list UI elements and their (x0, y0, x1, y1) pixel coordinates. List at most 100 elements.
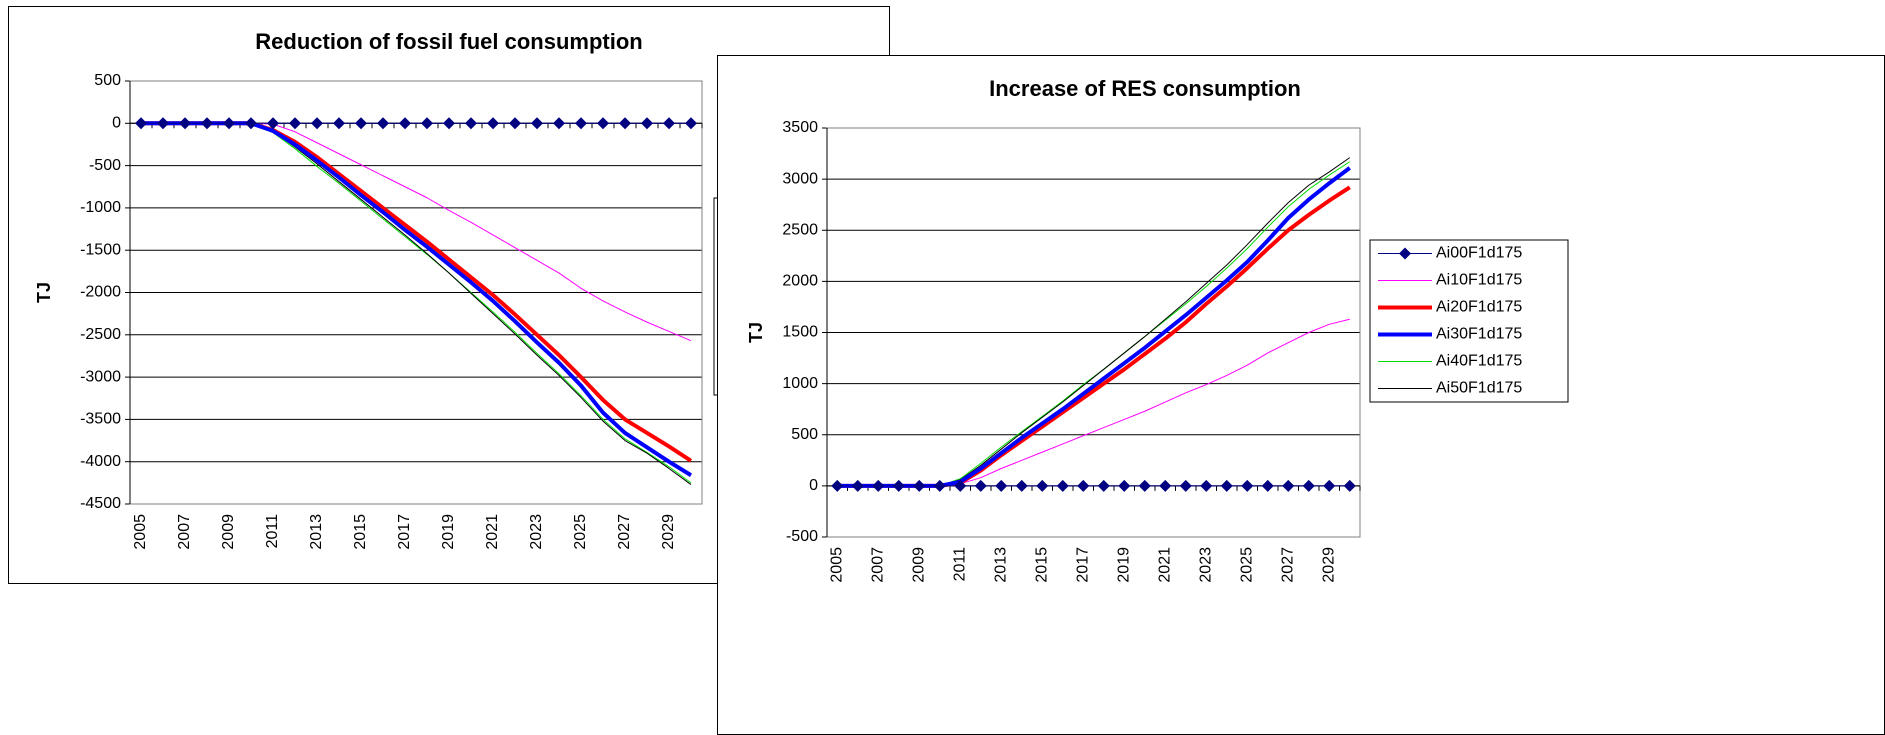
marker (933, 479, 946, 492)
y-tick-label: -2500 (80, 326, 121, 343)
x-tick-label: 2025 (1238, 547, 1255, 583)
marker (1097, 479, 1110, 492)
marker (1343, 479, 1356, 492)
legend-label: Ai00F1d175 (1436, 245, 1522, 262)
y-tick-label: -1500 (80, 241, 121, 258)
marker (377, 117, 389, 130)
x-tick-label: 2023 (1197, 547, 1214, 583)
marker (443, 117, 455, 130)
x-tick-label: 2029 (660, 514, 677, 550)
marker (157, 117, 169, 130)
x-tick-label: 2009 (220, 514, 237, 550)
y-tick-label: -2000 (80, 284, 121, 301)
marker (553, 117, 565, 130)
marker (1220, 479, 1233, 492)
marker (135, 117, 147, 130)
marker (1241, 479, 1254, 492)
x-tick-label: 2013 (308, 514, 325, 550)
marker (954, 479, 967, 492)
legend-label: Ai30F1d175 (1436, 326, 1522, 343)
x-tick-label: 2011 (264, 514, 281, 549)
y-tick-label: -4000 (80, 453, 121, 470)
y-tick-label: -3000 (80, 368, 121, 385)
y-tick-label: 1500 (782, 324, 818, 341)
marker (1036, 479, 1049, 492)
y-tick-label: 500 (791, 426, 818, 443)
marker (333, 117, 345, 130)
y-tick-label: -500 (89, 157, 121, 174)
y-tick-label: 500 (94, 72, 121, 89)
marker (851, 479, 864, 492)
marker (245, 117, 257, 130)
marker (1056, 479, 1069, 492)
legend-label: Ai40F1d175 (1436, 353, 1522, 370)
marker (831, 479, 844, 492)
marker (355, 117, 367, 130)
y-tick-label: -500 (786, 528, 818, 545)
marker (872, 479, 885, 492)
x-tick-label: 2013 (992, 547, 1009, 583)
y-tick-label: 2500 (782, 221, 818, 238)
marker (1200, 479, 1213, 492)
legend-label: Ai10F1d175 (1436, 272, 1522, 289)
marker (1138, 479, 1151, 492)
legend (1369, 239, 1569, 403)
marker (487, 117, 499, 130)
marker (619, 117, 631, 130)
marker (1323, 479, 1336, 492)
marker (267, 117, 279, 130)
y-tick-label: -4500 (80, 495, 121, 512)
x-tick-label: 2027 (1279, 547, 1296, 583)
x-tick-label: 2007 (176, 514, 193, 550)
marker (663, 117, 675, 130)
marker (1118, 479, 1131, 492)
y-tick-label: -1000 (80, 199, 121, 216)
chart-frame (717, 55, 1885, 735)
marker (465, 117, 477, 130)
marker (1077, 479, 1090, 492)
y-tick-label: -3500 (80, 411, 121, 428)
marker (974, 479, 987, 492)
marker (179, 117, 191, 130)
marker (1015, 479, 1028, 492)
marker (1261, 479, 1274, 492)
x-tick-label: 2029 (1320, 547, 1337, 583)
marker (1179, 479, 1192, 492)
y-axis-title: TJ (746, 322, 766, 343)
marker (1282, 479, 1295, 492)
y-axis-title: TJ (34, 282, 54, 303)
marker (289, 117, 301, 130)
marker (685, 117, 697, 130)
x-tick-label: 2005 (828, 547, 845, 583)
marker (1159, 479, 1172, 492)
marker (1302, 479, 1315, 492)
marker (597, 117, 609, 130)
marker (995, 479, 1008, 492)
legend-label: Ai50F1d175 (1436, 380, 1522, 397)
x-tick-label: 2027 (616, 514, 633, 550)
marker (311, 117, 323, 130)
legend-marker (1399, 247, 1411, 260)
x-tick-label: 2019 (1115, 547, 1132, 583)
y-tick-label: 3500 (782, 119, 818, 136)
x-tick-label: 2015 (352, 514, 369, 550)
x-tick-label: 2021 (484, 514, 501, 550)
marker (201, 117, 213, 130)
legend-label: Ai20F1d175 (1436, 299, 1522, 316)
x-tick-label: 2019 (440, 514, 457, 550)
chart: Increase of RES consumption TJ -500 0 500 100… (717, 55, 1885, 735)
marker (913, 479, 926, 492)
marker (575, 117, 587, 130)
y-tick-label: 3000 (782, 170, 818, 187)
y-tick-label: 2000 (782, 273, 818, 290)
marker (399, 117, 411, 130)
chart-title: Reduction of fossil fuel consumption (255, 29, 642, 54)
x-tick-label: 2011 (951, 547, 968, 582)
marker (421, 117, 433, 130)
x-tick-label: 2007 (869, 547, 886, 583)
chart-title: Increase of RES consumption (989, 76, 1301, 101)
x-tick-label: 2015 (1033, 547, 1050, 583)
x-tick-label: 2021 (1156, 547, 1173, 583)
y-tick-label: 0 (112, 115, 121, 132)
